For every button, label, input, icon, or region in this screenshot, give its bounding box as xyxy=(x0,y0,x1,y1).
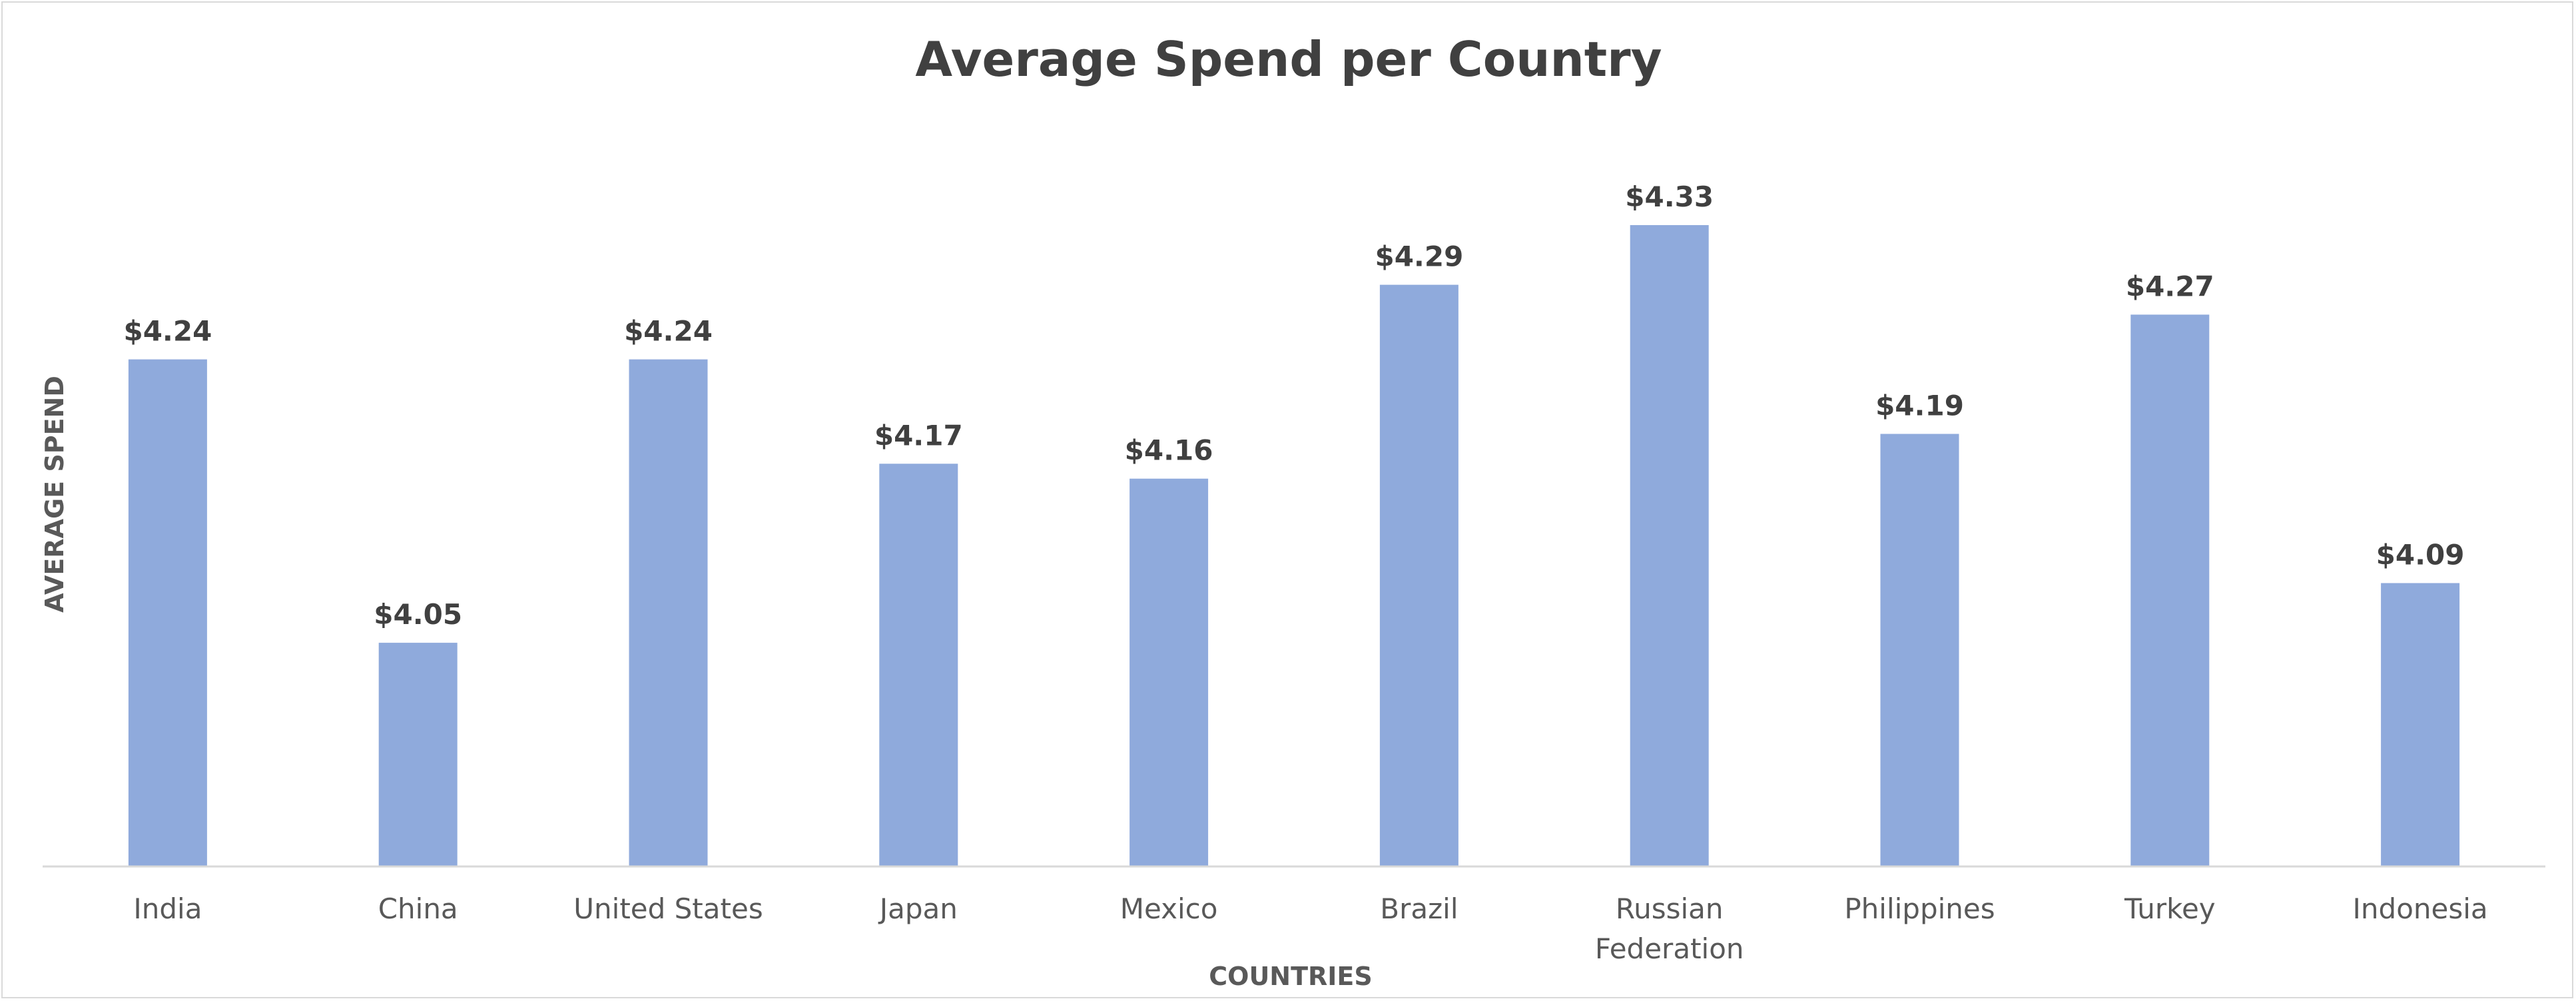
x-tick-label: India xyxy=(133,892,202,925)
chart-title: Average Spend per Country xyxy=(915,31,1662,87)
bar-china xyxy=(378,643,458,866)
x-tick-label: Russian xyxy=(1616,892,1724,925)
data-label: $4.17 xyxy=(874,419,963,452)
data-label: $4.16 xyxy=(1125,434,1213,467)
bar-japan xyxy=(879,464,958,866)
bar-united-states xyxy=(629,359,708,866)
x-axis-title: COUNTRIES xyxy=(1209,962,1373,991)
bar-mexico xyxy=(1129,478,1209,866)
x-tick-label: Federation xyxy=(1595,932,1744,965)
bar-brazil xyxy=(1379,284,1458,867)
bar-india xyxy=(128,359,207,866)
data-label: $4.24 xyxy=(624,315,713,348)
data-label: $4.29 xyxy=(1375,240,1463,273)
x-tick-label: Turkey xyxy=(2124,892,2216,925)
bar-turkey xyxy=(2130,314,2210,866)
x-tick-label: United States xyxy=(573,892,763,925)
x-tick-label: China xyxy=(378,892,458,925)
bar-philippines xyxy=(1880,434,1959,866)
data-label: $4.19 xyxy=(1875,390,1964,422)
x-tick-label: Indonesia xyxy=(2353,892,2488,925)
bars-layer xyxy=(128,225,2460,867)
x-tick-label: Mexico xyxy=(1120,892,1218,925)
x-tick-label: Brazil xyxy=(1380,892,1458,925)
y-axis-title: AVERAGE SPEND xyxy=(40,376,69,613)
data-label: $4.24 xyxy=(123,315,212,348)
x-tick-label: Philippines xyxy=(1844,892,1995,925)
data-label: $4.27 xyxy=(2126,270,2214,302)
x-tick-labels: India China United States Japan Mexico Brazil… xyxy=(133,892,2487,965)
bar-russian-federation xyxy=(1630,225,1709,866)
bar-chart: Average Spend per Country $4.24$4.05$4.2… xyxy=(40,31,2545,991)
data-label: $4.05 xyxy=(374,598,462,631)
x-tick-label: Japan xyxy=(878,892,958,925)
data-label: $4.09 xyxy=(2376,539,2465,571)
data-label: $4.33 xyxy=(1625,180,1714,213)
data-labels-layer: $4.24 $4.05 $4.24 $4.17 $4.16 $4.29 $4.33 $4.19… xyxy=(123,180,2464,631)
bar-indonesia xyxy=(2381,583,2460,866)
